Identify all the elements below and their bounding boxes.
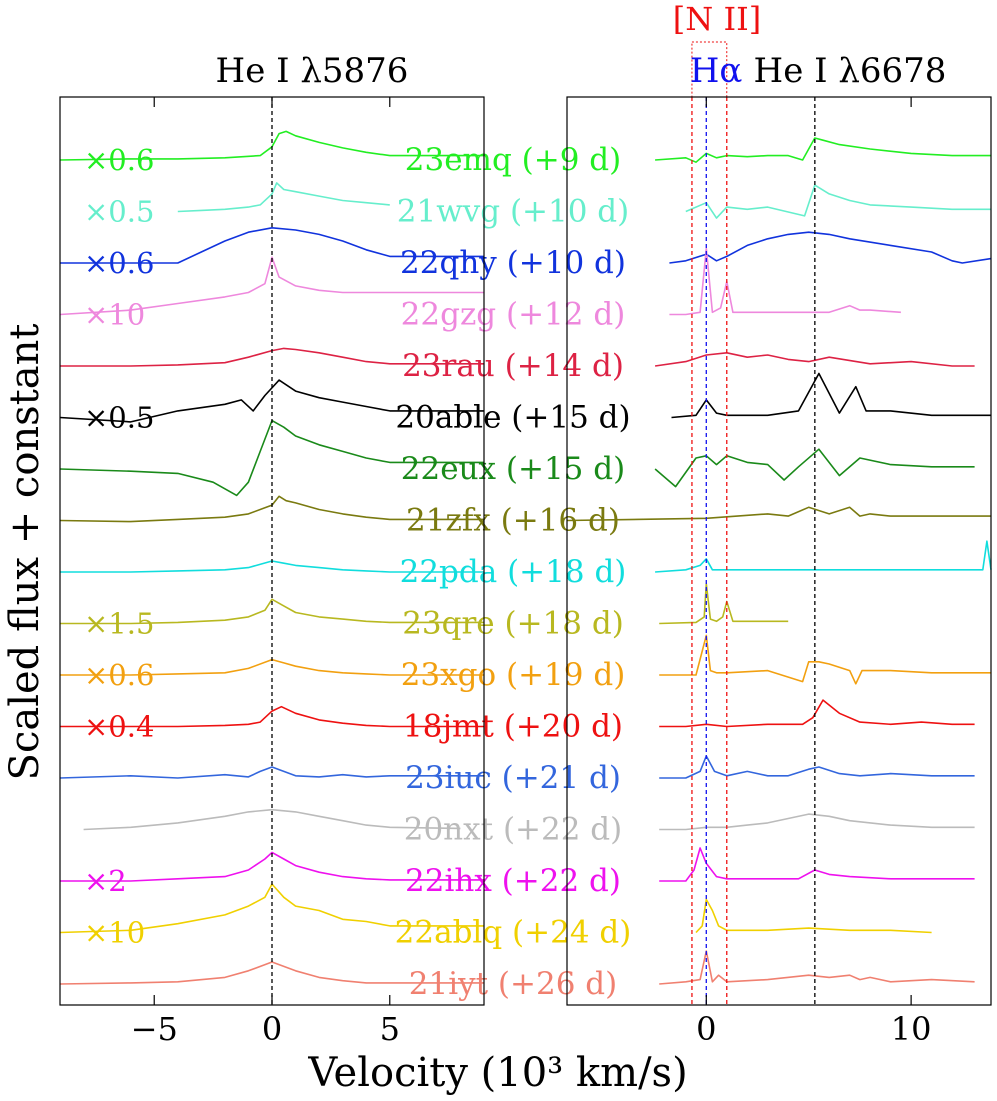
left-xtick-label: 0 <box>262 1010 282 1048</box>
spectrum-right-3 <box>669 231 992 264</box>
series-label: 20nxt (+22 d) <box>404 812 623 848</box>
spectrum-right-8 <box>566 506 991 522</box>
series-label: 20able (+15 d) <box>395 400 630 436</box>
right-panel-frame <box>566 96 992 1006</box>
halpha-title: Hα <box>690 51 743 91</box>
left-xtick-label: 5 <box>380 1010 400 1048</box>
scale-factor-label: ×0.5 <box>84 401 154 435</box>
spectrum-left-1 <box>59 130 484 161</box>
spectrum-left-17 <box>59 961 484 985</box>
spectrum-right-16 <box>695 898 932 934</box>
spectrum-right-15 <box>659 847 975 882</box>
series-label: 23rau (+14 d) <box>402 348 624 384</box>
spectrum-right-5 <box>654 351 975 367</box>
spectrum-left-3 <box>60 227 484 264</box>
right-xtick-label: 0 <box>696 1010 716 1048</box>
series-label: 23xgo (+19 d) <box>401 657 626 693</box>
series-label: 23emq (+9 d) <box>405 142 621 178</box>
right-xtick-label: 10 <box>891 1010 932 1048</box>
axes-layer: −5 0 5 0 10 <box>59 96 992 1048</box>
spectrum-left-14 <box>83 808 461 831</box>
spectrum-left-9 <box>60 560 484 573</box>
reference-lines-layer <box>271 41 816 1005</box>
spectrum-right-11 <box>659 634 991 685</box>
series-label: 22gzg (+12 d) <box>401 297 626 333</box>
nii-title: [N II] <box>673 0 761 38</box>
scale-factor-label: ×0.4 <box>84 710 154 744</box>
series-label: 18jmt (+20 d) <box>403 709 623 745</box>
y-axis-label: Scaled flux + constant <box>2 324 48 781</box>
spectrum-left-12 <box>60 705 484 728</box>
spectrum-right-9 <box>655 540 992 573</box>
scale-factor-label: ×0.5 <box>84 195 154 229</box>
series-label: 23iuc (+21 d) <box>405 760 621 796</box>
spectrum-right-1 <box>655 137 991 163</box>
scale-factor-label: ×10 <box>84 298 145 332</box>
spectrum-left-4 <box>59 256 484 316</box>
spectrum-right-12 <box>659 699 975 728</box>
spectrum-right-10 <box>659 583 789 625</box>
spectrum-left-5 <box>60 347 484 367</box>
series-label: 23qre (+18 d) <box>402 606 624 642</box>
spectrum-left-2 <box>177 182 390 213</box>
spectrum-right-2 <box>685 184 991 219</box>
series-label: 21zfx (+16 d) <box>406 503 620 539</box>
scale-factor-label: ×0.6 <box>84 143 154 177</box>
left-xtick-label: −5 <box>131 1010 178 1048</box>
spectrum-right-6 <box>671 372 991 419</box>
hei6678-title: He I λ6678 <box>754 51 947 91</box>
spectrum-right-17 <box>659 950 975 985</box>
spectrum-labels-layer: 23emq (+9 d) ×0.6 21wvg (+10 d) ×0.5 22qhy (… <box>84 142 631 1002</box>
spectrum-left-16 <box>59 883 484 934</box>
spectrum-right-13 <box>659 755 975 779</box>
spectra-series-layer <box>59 130 992 985</box>
spectrum-right-4 <box>669 247 901 316</box>
spectrum-left-11 <box>60 658 484 676</box>
scale-factor-label: ×2 <box>84 864 127 898</box>
spectrum-left-15 <box>60 851 484 882</box>
spectrum-left-8 <box>59 495 484 523</box>
series-label: 22ihx (+22 d) <box>405 863 621 899</box>
spectrum-left-10 <box>60 598 484 625</box>
nii-bracket-box <box>691 41 728 98</box>
series-label: 22eux (+15 d) <box>401 451 625 487</box>
spectrum-right-7 <box>654 448 975 488</box>
scale-factor-label: ×0.6 <box>84 658 154 692</box>
scale-factor-label: ×10 <box>84 916 145 950</box>
series-label: 22ablq (+24 d) <box>395 915 632 951</box>
series-label: 22pda (+18 d) <box>400 554 627 590</box>
series-label: 21wvg (+10 d) <box>397 194 630 230</box>
series-label: 21iyt (+26 d) <box>409 966 618 1002</box>
scale-factor-label: ×1.5 <box>84 607 154 641</box>
spectrum-left-13 <box>59 766 484 779</box>
series-label: 22qhy (+10 d) <box>400 245 626 281</box>
x-axis-label: Velocity (10³ km/s) <box>307 1050 687 1096</box>
scale-factor-label: ×0.6 <box>84 246 154 280</box>
left-panel-title: He I λ5876 <box>216 51 409 91</box>
